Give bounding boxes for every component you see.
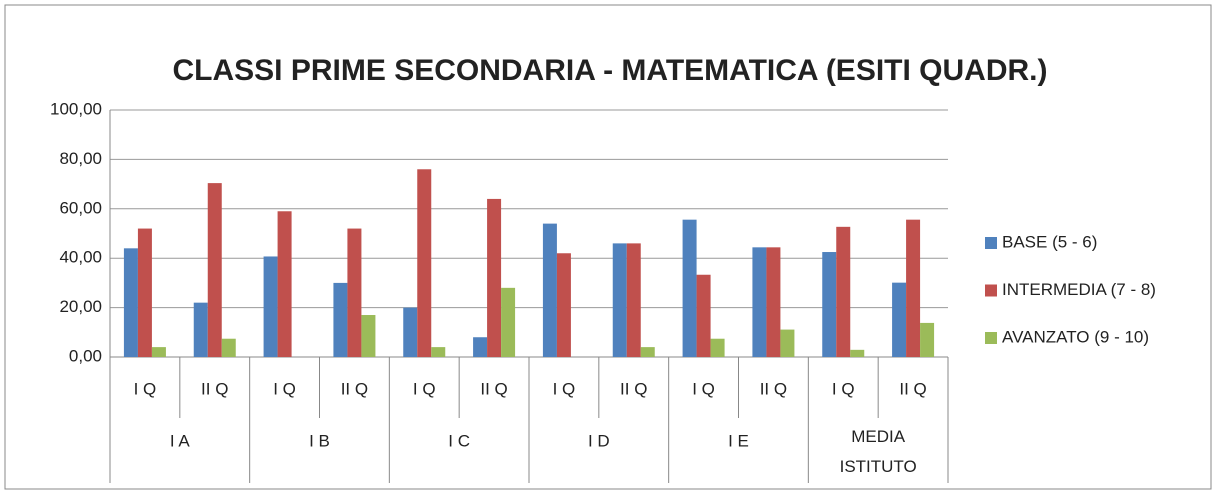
x-tick-label: II Q — [341, 379, 368, 398]
x-tick-label: I Q — [692, 379, 715, 398]
x-tick-label: I Q — [553, 379, 576, 398]
group-label: MEDIA ISTITUTO — [840, 427, 917, 476]
bar — [766, 247, 781, 357]
bar — [501, 287, 516, 357]
bar — [431, 347, 446, 357]
bar — [473, 337, 488, 357]
chart-title: CLASSI PRIME SECONDARIA - MATEMATICA (ES… — [173, 54, 1048, 87]
x-tick-label: II Q — [480, 379, 507, 398]
group-label: I B — [309, 431, 330, 450]
legend-swatch — [985, 332, 997, 344]
y-tick-label: 0,00 — [69, 346, 102, 365]
x-tick-label: II Q — [620, 379, 647, 398]
y-tick-label: 80,00 — [59, 149, 102, 168]
bar — [822, 252, 837, 357]
y-tick-label: 60,00 — [59, 198, 102, 217]
bar — [626, 243, 641, 357]
bar — [221, 338, 236, 357]
bar — [906, 219, 921, 357]
x-tick-label: I Q — [134, 379, 157, 398]
bar — [920, 322, 935, 357]
x-tick-label: I Q — [413, 379, 436, 398]
x-tick-label: II Q — [760, 379, 787, 398]
y-tick-label: 100,00 — [50, 99, 102, 118]
bar — [123, 248, 138, 357]
x-tick-label: I Q — [832, 379, 855, 398]
bar — [682, 219, 697, 357]
y-tick-label: 40,00 — [59, 248, 102, 267]
legend-swatch — [985, 284, 997, 297]
bar — [696, 274, 711, 357]
bar — [333, 282, 348, 357]
legend-label: BASE (5 - 6) — [1002, 232, 1097, 251]
chart-border — [4, 4, 1212, 490]
group-label: I C — [448, 431, 470, 450]
bar — [640, 347, 655, 357]
bar — [780, 329, 795, 357]
legend-swatch — [985, 237, 997, 249]
bar — [137, 228, 152, 357]
bar — [263, 256, 278, 357]
group-label: I A — [170, 431, 191, 450]
bar — [612, 243, 627, 357]
bar — [193, 302, 208, 357]
group-label: I E — [728, 431, 749, 450]
bar — [417, 169, 432, 357]
bar — [347, 228, 362, 357]
legend-label: INTERMEDIA (7 - 8) — [1002, 280, 1156, 299]
x-tick-label: I Q — [273, 379, 296, 398]
bar — [277, 211, 292, 357]
bar — [850, 349, 865, 357]
x-tick-label: II Q — [201, 379, 228, 398]
bar — [151, 347, 166, 357]
bar — [403, 307, 418, 357]
bar — [710, 338, 725, 357]
bar — [836, 226, 851, 357]
bar — [556, 253, 571, 357]
bar — [487, 198, 502, 357]
bar — [207, 183, 222, 357]
y-tick-label: 20,00 — [59, 297, 102, 316]
group-label: I D — [588, 431, 610, 450]
legend-label: AVANZATO (9 - 10) — [1002, 327, 1149, 346]
bar — [542, 223, 557, 357]
x-tick-label: II Q — [899, 379, 926, 398]
bar — [361, 315, 376, 357]
bar — [752, 247, 767, 357]
bar — [892, 282, 907, 357]
